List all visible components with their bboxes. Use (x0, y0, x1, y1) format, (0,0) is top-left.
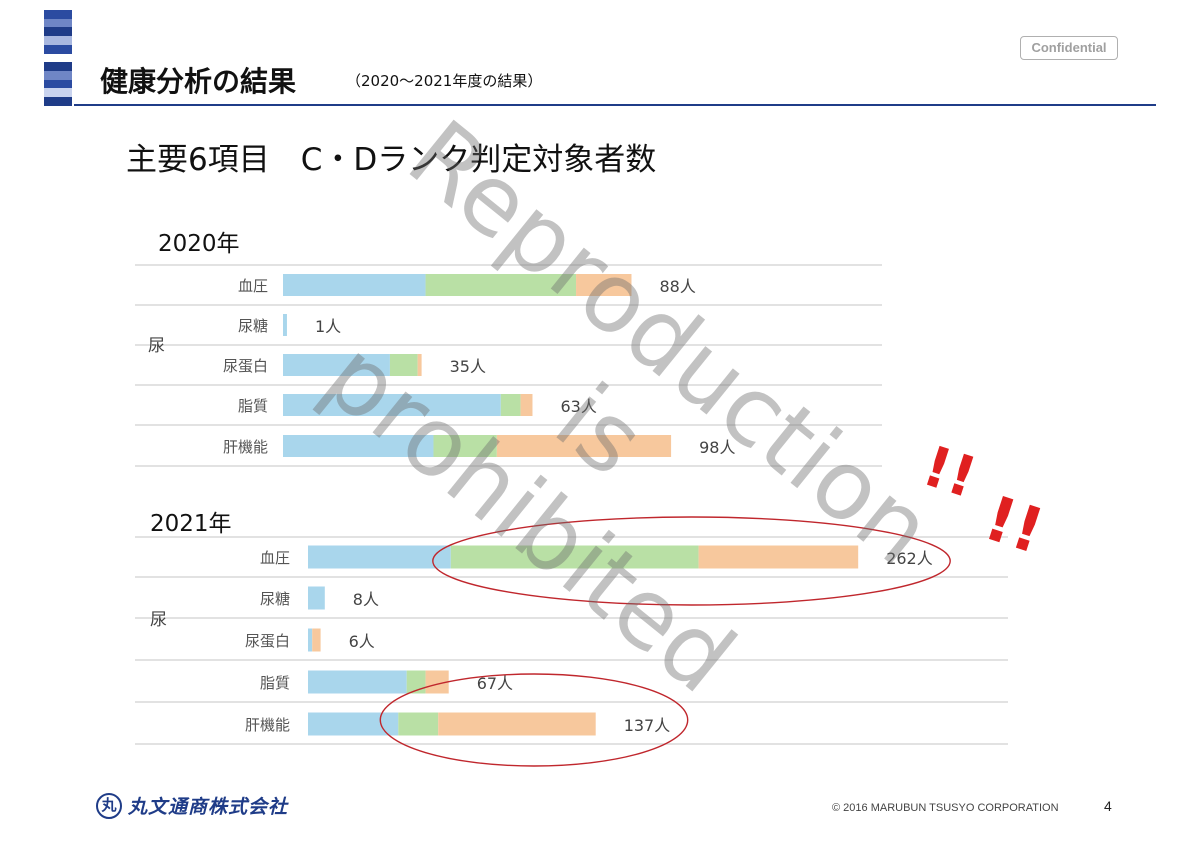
category-label: 尿糖 (238, 317, 268, 335)
category-label: 尿糖 (260, 590, 290, 608)
bar-segment (312, 628, 321, 652)
category-label: 脂質 (260, 674, 290, 692)
bar-segment (438, 712, 596, 736)
stripe-band (44, 62, 72, 72)
value-label: 262人 (886, 549, 933, 568)
bar-segment (308, 586, 325, 610)
chart-title-2020: 2020年 (158, 231, 240, 257)
value-label: 67人 (477, 674, 513, 693)
stripe-band (44, 10, 72, 19)
bar-segment (283, 354, 390, 376)
stripe-band (44, 18, 72, 28)
company-name: 丸文通商株式会社 (128, 796, 289, 818)
category-label: 尿蛋白 (223, 357, 268, 375)
title-rule (74, 104, 1156, 106)
category-label: 尿蛋白 (245, 632, 290, 650)
bar-segment (283, 314, 287, 336)
page-number: 4 (1104, 798, 1112, 814)
bar-segment (425, 670, 449, 694)
category-label: 血圧 (260, 549, 290, 567)
stripe-band (44, 36, 72, 45)
bar-segment (389, 354, 418, 376)
stripe-band (44, 88, 72, 98)
category-label: 肝機能 (223, 438, 268, 456)
value-label: 63人 (560, 397, 596, 416)
value-label: 88人 (659, 277, 695, 296)
bar-segment (283, 435, 434, 457)
bar-segment (308, 670, 407, 694)
bar-segment (450, 545, 699, 569)
confidential-badge: Confidential (1020, 36, 1118, 60)
highlight-ellipse (379, 673, 689, 767)
bar-segment (283, 274, 426, 296)
stripe-band (44, 44, 72, 54)
bar-segment (698, 545, 859, 569)
category-label: 肝機能 (245, 716, 290, 734)
bar-segment (496, 435, 672, 457)
page-subtitle: （2020～2021年度の結果） (346, 72, 543, 90)
company-logo: 丸 丸文通商株式会社 (96, 792, 288, 819)
logo-mark-icon: 丸 (96, 792, 122, 819)
bar-segment (308, 545, 451, 569)
value-label: 35人 (450, 357, 486, 376)
group-label: 尿 (150, 610, 167, 630)
category-label: 脂質 (238, 397, 268, 415)
page-title: 健康分析の結果 (100, 65, 297, 98)
bar-segment (576, 274, 632, 296)
bar-segment (398, 712, 439, 736)
value-label: 6人 (349, 632, 375, 651)
header-stripe (44, 10, 72, 106)
bar-segment (406, 670, 426, 694)
bar-segment (417, 354, 422, 376)
value-label: 98人 (699, 438, 735, 457)
stripe-band (44, 97, 72, 106)
value-label: 8人 (353, 590, 379, 609)
slide-heading: 主要6項目 C・Dランク判定対象者数 (126, 142, 657, 178)
chart-title-2021: 2021年 (150, 511, 232, 537)
stripe-band (44, 71, 72, 80)
highlight-ellipse (432, 516, 951, 606)
stripe-band (44, 27, 72, 37)
copyright: © 2016 MARUBUN TSUSYO CORPORATION (832, 802, 1059, 814)
bar-segment (308, 712, 399, 736)
bar-segment (520, 394, 533, 416)
bar-segment (433, 435, 497, 457)
value-label: 1人 (315, 317, 341, 336)
stripe-band (44, 79, 72, 89)
bar-segment (500, 394, 521, 416)
value-label: 137人 (624, 716, 671, 735)
stripe-band (44, 53, 72, 63)
category-label: 血圧 (238, 277, 268, 295)
bar-segment (308, 628, 313, 652)
group-label: 尿 (148, 336, 165, 356)
bar-segment (425, 274, 577, 296)
bar-segment (283, 394, 501, 416)
